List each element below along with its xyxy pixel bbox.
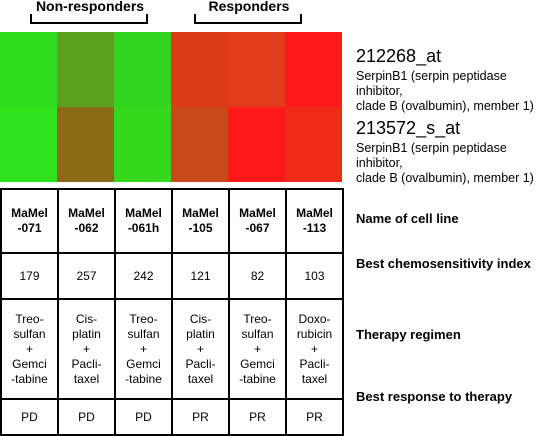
cell-line-row: MaMel -071 MaMel -062 MaMel -061h MaMel -105… <box>0 188 344 254</box>
probe-description-2-line-2: clade B (ovalbumin), member 1) <box>356 171 534 185</box>
responders-label: Responders <box>194 0 304 14</box>
probe-description-1: SerpinB1 (serpin peptidase inhibitor, cl… <box>356 69 550 114</box>
heatmap-cell <box>57 32 114 107</box>
heatmap-cell <box>285 32 342 107</box>
heatmap-cell <box>228 107 285 182</box>
therapy-value: Treo-sulfan + Gemci -tabine <box>228 298 287 400</box>
row-label-name: Name of cell line <box>356 211 459 226</box>
heatmap-cell <box>228 32 285 107</box>
cell-line-name: MaMel -071 <box>0 188 59 254</box>
response-value: PR <box>285 398 344 436</box>
heatmap-cell <box>0 32 57 107</box>
heatmap <box>0 32 342 182</box>
row-label-chemo: Best chemosensitivity index <box>356 256 531 271</box>
row-label-response: Best response to therapy <box>356 389 513 404</box>
therapy-value: Cis-platin + Pacli-taxel <box>171 298 230 400</box>
heatmap-cell <box>0 107 57 182</box>
cell-line-name: MaMel -062 <box>57 188 116 254</box>
chemosensitivity-value: 121 <box>171 252 230 300</box>
probe-description-1-line-2: clade B (ovalbumin), member 1) <box>356 99 534 113</box>
therapy-value: Treo-sulfan + Gemci -tabine <box>0 298 59 400</box>
chemosensitivity-value: 179 <box>0 252 59 300</box>
heatmap-cell <box>114 107 171 182</box>
row-label-therapy: Therapy regimen <box>356 327 461 342</box>
response-value: PD <box>0 398 59 436</box>
therapy-row: Treo-sulfan + Gemci -tabine Cis-platin + Pacl… <box>0 298 344 400</box>
chemosensitivity-value: 242 <box>114 252 173 300</box>
probe-id-2: 213572_s_at <box>356 118 461 138</box>
response-row: PD PD PD PR PR PR <box>0 398 344 436</box>
chemosensitivity-value: 257 <box>57 252 116 300</box>
response-value: PD <box>57 398 116 436</box>
cell-line-name: MaMel -113 <box>285 188 344 254</box>
cell-line-name: MaMel -061h <box>114 188 173 254</box>
heatmap-cell <box>171 32 228 107</box>
therapy-value: Doxo-rubicin + Pacli-taxel <box>285 298 344 400</box>
heatmap-cell <box>171 107 228 182</box>
probe-description-2: SerpinB1 (serpin peptidase inhibitor, cl… <box>356 141 550 186</box>
therapy-value: Treo-sulfan + Gemci -tabine <box>114 298 173 400</box>
cell-line-name: MaMel -105 <box>171 188 230 254</box>
response-value: PR <box>228 398 287 436</box>
cell-line-name: MaMel -067 <box>228 188 287 254</box>
probe-description-1-line-1: SerpinB1 (serpin peptidase inhibitor, <box>356 69 507 98</box>
heatmap-cell <box>285 107 342 182</box>
probe-id-1: 212268_at <box>356 46 442 66</box>
cell-line-table: MaMel -071 MaMel -062 MaMel -061h MaMel -105… <box>0 188 344 436</box>
response-value: PD <box>114 398 173 436</box>
heatmap-cell <box>114 32 171 107</box>
heatmap-cell <box>57 107 114 182</box>
response-value: PR <box>171 398 230 436</box>
chemosensitivity-value: 82 <box>228 252 287 300</box>
chemosensitivity-value: 103 <box>285 252 344 300</box>
probe-description-2-line-1: SerpinB1 (serpin peptidase inhibitor, <box>356 141 507 170</box>
therapy-value: Cis-platin + Pacli-taxel <box>57 298 116 400</box>
chemosensitivity-row: 179 257 242 121 82 103 <box>0 252 344 300</box>
non-responders-label: Non-responders <box>30 0 150 14</box>
